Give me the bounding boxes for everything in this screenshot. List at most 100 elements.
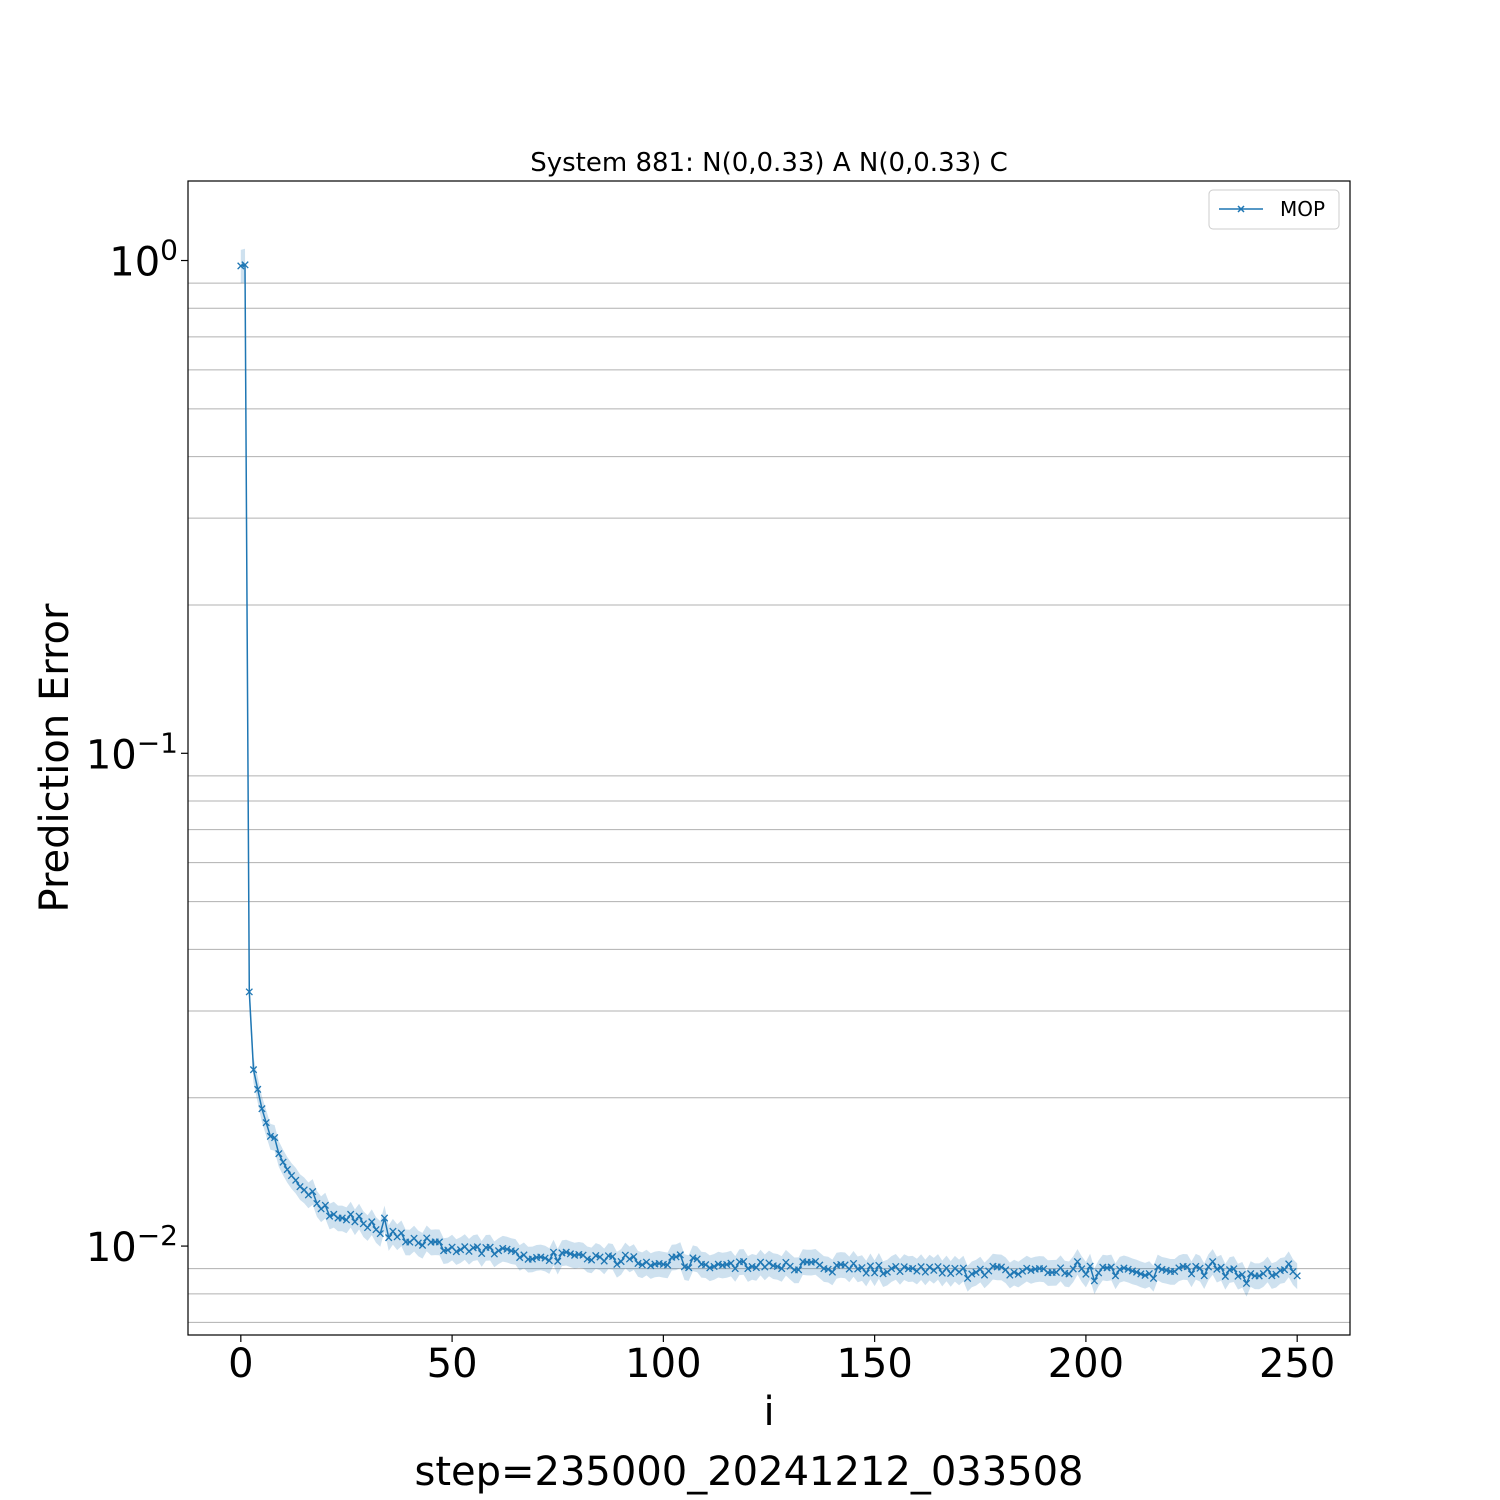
data-point: [1293, 1272, 1301, 1280]
data-point-stroke: [942, 1264, 951, 1272]
data-point: [959, 1264, 968, 1272]
data-point: [744, 1264, 752, 1273]
data-point-stroke: [693, 1255, 701, 1263]
data-point-stroke: [270, 1133, 279, 1142]
data-point: [1056, 1264, 1065, 1272]
data-point-stroke: [647, 1262, 655, 1270]
data-point-stroke: [1217, 1263, 1225, 1272]
data-point: [714, 1260, 722, 1268]
data-point-stroke: [275, 1150, 283, 1158]
data-point-stroke: [997, 1263, 1006, 1271]
data-point: [528, 1255, 537, 1263]
data-point: [1124, 1265, 1132, 1273]
data-point: [875, 1261, 883, 1270]
data-point-stroke: [549, 1248, 558, 1256]
data-point: [1107, 1263, 1115, 1271]
data-point-stroke: [1116, 1265, 1124, 1274]
data-point: [706, 1264, 714, 1272]
data-point-stroke: [1023, 1264, 1031, 1272]
data-point: [638, 1261, 646, 1269]
data-point: [435, 1238, 444, 1246]
series-markers: [237, 261, 1301, 1288]
chart-title: System 881: N(0,0.33) A N(0,0.33) C: [530, 148, 1007, 178]
data-point-stroke: [892, 1262, 900, 1271]
data-point-stroke: [917, 1263, 925, 1271]
data-point: [385, 1234, 393, 1242]
data-point-stroke: [249, 1066, 258, 1074]
data-point: [630, 1252, 638, 1261]
data-point: [1183, 1263, 1191, 1271]
data-point-stroke: [279, 1158, 287, 1166]
data-point: [1221, 1272, 1230, 1281]
data-point-stroke: [1187, 1270, 1196, 1278]
data-point: [727, 1259, 735, 1267]
data-point-stroke: [520, 1251, 528, 1259]
data-point-stroke: [934, 1262, 942, 1271]
data-point: [511, 1247, 520, 1256]
data-point-stroke: [900, 1263, 908, 1271]
data-point-stroke: [756, 1258, 765, 1266]
data-point-stroke: [748, 1262, 756, 1271]
data-point-stroke: [638, 1261, 646, 1269]
data-point-stroke: [245, 988, 253, 996]
data-point-stroke: [1209, 1257, 1217, 1266]
data-point-stroke: [1120, 1264, 1128, 1272]
data-point: [1086, 1262, 1094, 1270]
y-axis-label: Prediction Error: [32, 603, 78, 912]
data-point-stroke: [701, 1261, 710, 1269]
data-point: [478, 1249, 486, 1258]
data-point-stroke: [1145, 1270, 1153, 1278]
data-point-stroke: [537, 1253, 545, 1261]
data-point-stroke: [313, 1199, 321, 1208]
data-point-stroke: [1086, 1262, 1094, 1270]
data-point: [862, 1269, 870, 1277]
data-point-stroke: [875, 1261, 883, 1270]
confidence-band: [240, 248, 1298, 1297]
data-point-stroke: [862, 1269, 870, 1277]
data-point: [1285, 1260, 1293, 1268]
data-point: [1255, 1272, 1263, 1280]
data-point-stroke: [1234, 1272, 1242, 1280]
data-point-stroke: [680, 1263, 689, 1271]
data-point: [625, 1255, 634, 1263]
data-point-stroke: [1213, 1265, 1221, 1273]
data-point: [1090, 1277, 1099, 1285]
data-point: [1200, 1272, 1208, 1280]
data-point-stroke: [689, 1254, 697, 1262]
data-point-stroke: [596, 1253, 604, 1261]
x-tick-label: 250: [1259, 1341, 1335, 1387]
data-point: [909, 1264, 917, 1273]
data-point: [1234, 1272, 1242, 1280]
data-point: [879, 1270, 887, 1278]
data-point-stroke: [1238, 1270, 1246, 1279]
data-point: [1204, 1263, 1213, 1271]
data-point-stroke: [1154, 1263, 1162, 1271]
data-point-stroke: [782, 1258, 790, 1267]
x-tick-label: 100: [625, 1341, 701, 1387]
data-point-stroke: [1039, 1265, 1048, 1273]
data-point-stroke: [1230, 1265, 1238, 1273]
data-point: [1006, 1271, 1014, 1279]
data-point: [1263, 1265, 1272, 1273]
data-point: [1196, 1264, 1204, 1272]
data-point-stroke: [1192, 1262, 1200, 1271]
data-point-stroke: [710, 1262, 718, 1271]
data-point: [1192, 1262, 1200, 1271]
data-point: [887, 1264, 896, 1273]
data-point-stroke: [423, 1234, 431, 1242]
data-point-stroke: [342, 1216, 351, 1224]
data-point: [693, 1255, 701, 1263]
data-point-stroke: [1128, 1267, 1137, 1275]
y-tick-label: 10−2: [86, 1219, 178, 1271]
data-point-stroke: [368, 1218, 376, 1226]
data-point: [972, 1268, 980, 1277]
data-point-stroke: [516, 1253, 524, 1262]
data-point-stroke: [1280, 1266, 1289, 1274]
data-point-stroke: [363, 1223, 372, 1232]
data-point: [562, 1248, 570, 1256]
x-tick-label: 50: [427, 1341, 478, 1387]
data-point-stroke: [1204, 1263, 1213, 1271]
data-point-stroke: [1137, 1270, 1145, 1278]
data-point: [1141, 1271, 1149, 1280]
data-point-stroke: [435, 1238, 444, 1246]
